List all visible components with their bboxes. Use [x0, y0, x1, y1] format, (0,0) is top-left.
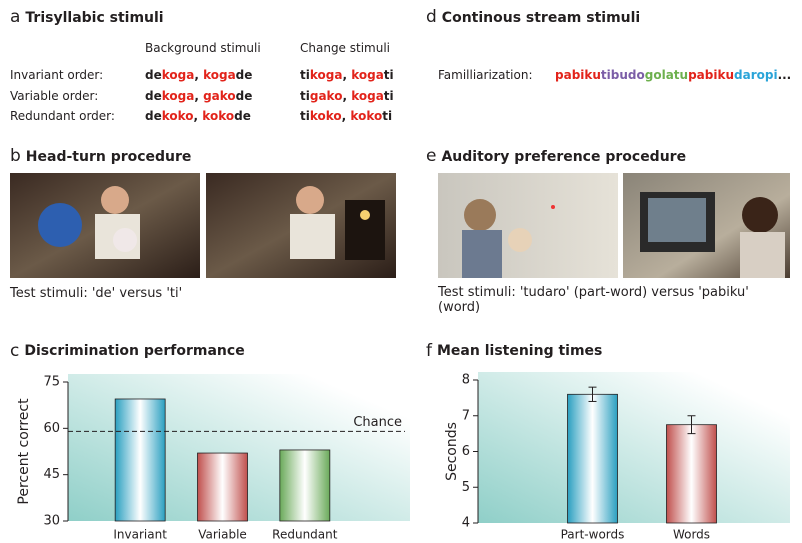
- y-tick-label: 45: [43, 467, 60, 482]
- x-tick-label: Part-words: [561, 528, 625, 542]
- change-stimuli: tigako, kogati: [300, 89, 394, 103]
- stimulus-segment: koga: [351, 88, 384, 103]
- stimulus-segment: koga: [351, 68, 384, 82]
- x-tick-label: Invariant: [113, 528, 167, 542]
- stimulus-segment: pabiku: [688, 68, 734, 82]
- stimulus-segment: ti: [382, 109, 393, 123]
- photo-preference-1: [438, 173, 618, 278]
- panel-letter: a: [10, 7, 21, 27]
- stimulus-segment: ,: [342, 68, 352, 82]
- change-stimuli: tikoga, kogati: [300, 68, 394, 82]
- bar: [567, 393, 618, 524]
- panel-title: Continous stream stimuli: [441, 10, 641, 26]
- y-tick-label: 60: [43, 421, 60, 436]
- panel-letter: f: [426, 341, 433, 361]
- panel-letter: b: [10, 146, 21, 166]
- row-label: Variable order:: [10, 88, 99, 103]
- panel-d-heading: d Continous stream stimuli: [426, 8, 640, 27]
- y-tick-label: 4: [462, 516, 470, 531]
- stimulus-segment: de: [145, 68, 162, 82]
- stimulus-segment: koko: [350, 109, 383, 123]
- stimulus-segment: ,: [194, 68, 204, 82]
- panel-title: Discrimination performance: [24, 343, 244, 359]
- photo-preference-2: [623, 173, 790, 278]
- y-axis-label: Percent correct: [16, 398, 32, 505]
- stimulus-segment: ,: [341, 109, 351, 123]
- panel-letter: c: [10, 341, 19, 361]
- stimulus-segment: de: [234, 109, 251, 123]
- stimulus-segment: ,: [342, 88, 352, 103]
- panel-letter: e: [426, 146, 437, 166]
- panel-title: Auditory preference procedure: [441, 149, 687, 165]
- panel-e-heading: e Auditory preference procedure: [426, 147, 686, 166]
- panel-b-heading: b Head-turn procedure: [10, 147, 191, 166]
- stimulus-segment: koga: [309, 68, 343, 82]
- y-tick-label: 30: [43, 514, 60, 529]
- stimulus-segment: ti: [383, 88, 394, 103]
- background-stimuli: dekoga, kogade: [145, 68, 252, 82]
- stimulus-segment: ,: [193, 109, 203, 123]
- stimulus-segment: de: [145, 88, 162, 103]
- stimulus-segment: gako: [309, 88, 343, 103]
- stimulus-segment: tibudo: [600, 68, 645, 82]
- bar: [279, 449, 331, 522]
- column-header: Background stimuli: [145, 41, 261, 55]
- caption: Test stimuli: 'de' versus 'ti': [10, 286, 183, 301]
- row-label: Invariant order:: [10, 68, 104, 82]
- panel-a-heading: a Trisyllabic stimuli: [10, 8, 164, 27]
- chart-title: c Discrimination performance: [10, 341, 245, 361]
- stimulus-segment: ti: [300, 68, 310, 82]
- y-axis-label: Seconds: [444, 422, 460, 481]
- stream: pabikutibudogolatupabikudaropi...: [555, 68, 791, 82]
- y-tick-label: 6: [462, 444, 470, 459]
- plot-background: [478, 372, 790, 523]
- change-stimuli: tikoko, kokoti: [300, 109, 392, 123]
- stimulus-segment: ,: [194, 88, 204, 103]
- stimulus-segment: koga: [161, 88, 195, 103]
- row-label: Redundant order:: [10, 109, 115, 123]
- x-tick-label: Variable: [198, 528, 247, 542]
- photo-head-turn-1: [10, 173, 200, 278]
- panel-title: Mean listening times: [437, 343, 602, 359]
- stimulus-segment: koko: [202, 109, 235, 123]
- reference-label: Chance: [353, 415, 402, 430]
- stimulus-segment: de: [235, 68, 253, 82]
- stimulus-segment: koga: [203, 68, 236, 82]
- stimulus-segment: pabiku: [555, 68, 601, 82]
- stimulus-segment: ti: [300, 88, 310, 103]
- stimulus-segment: de: [145, 109, 162, 123]
- bar: [197, 452, 248, 522]
- stimulus-segment: koko: [161, 109, 194, 123]
- caption: Test stimuli: 'tudaro' (part-word) versu…: [438, 285, 749, 315]
- x-tick-label: Words: [673, 528, 710, 542]
- stimulus-segment: koga: [161, 68, 195, 82]
- stream-label: Familliarization:: [438, 68, 533, 82]
- y-tick-label: 5: [462, 480, 470, 495]
- y-tick-label: 75: [43, 375, 60, 390]
- bar: [666, 424, 717, 524]
- panel-title: Head-turn procedure: [25, 149, 192, 165]
- background-stimuli: dekoga, gakode: [145, 89, 252, 103]
- photo-head-turn-2: [206, 173, 396, 278]
- x-tick-label: Redundant: [272, 528, 338, 542]
- stimulus-segment: ti: [300, 109, 310, 123]
- stimulus-segment: golatu: [644, 68, 689, 82]
- chart-title: f Mean listening times: [426, 341, 602, 361]
- stimulus-segment: ...: [777, 68, 792, 82]
- panel-title: Trisyllabic stimuli: [25, 10, 164, 26]
- column-header: Change stimuli: [300, 41, 391, 55]
- bar: [114, 398, 166, 522]
- stimulus-segment: gako: [203, 88, 236, 103]
- panel-letter: d: [426, 7, 437, 27]
- stimulus-segment: ti: [383, 68, 394, 82]
- stimulus-segment: koko: [309, 109, 342, 123]
- stimulus-segment: de: [235, 88, 253, 103]
- y-tick-label: 7: [462, 408, 470, 423]
- stimulus-segment: daropi: [734, 68, 778, 82]
- background-stimuli: dekoko, kokode: [145, 109, 251, 123]
- y-tick-label: 8: [462, 373, 470, 388]
